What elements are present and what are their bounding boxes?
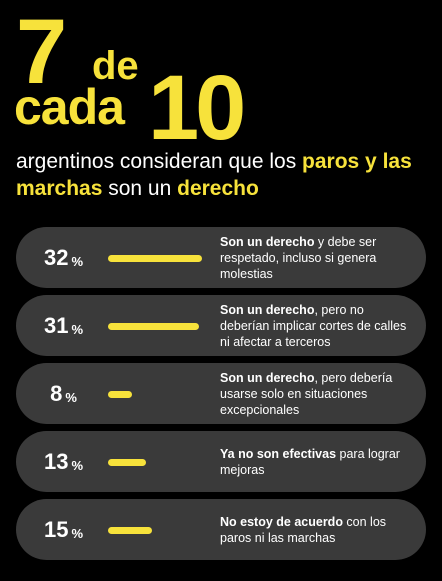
percentage-label: 31% — [16, 295, 111, 356]
subtitle: argentinos consideran que los paros y la… — [16, 148, 436, 202]
description-bold: Ya no son efectivas — [220, 446, 337, 461]
percentage-label: 8% — [16, 363, 111, 424]
result-description: Ya no son efectivas para lograr mejoras — [220, 431, 416, 492]
percent-sign: % — [65, 390, 77, 405]
subtitle-part1: argentinos consideran que los — [16, 150, 303, 173]
description-rest: , pero debería usarse solo en situacione… — [220, 370, 393, 417]
value-bar — [108, 527, 153, 534]
description-bold: No estoy de acuerdo — [220, 514, 343, 529]
result-row: 13% Ya no son efectivas para lograr mejo… — [16, 431, 426, 492]
value-bar — [108, 255, 202, 262]
description-rest: , pero no deberían implicar cortes de ca… — [220, 302, 407, 349]
description-rest: con los paros ni las marchas — [220, 514, 387, 545]
subtitle-part2: son un — [102, 177, 178, 200]
result-row: 8% Son un derecho, pero debería usarse s… — [16, 363, 426, 424]
subtitle-highlight-derecho: derecho — [177, 177, 259, 200]
headline-number-seven: 7 — [16, 1, 67, 103]
percentage-value: 32 — [43, 244, 69, 270]
percentage-label: 13% — [16, 431, 111, 492]
percent-sign: % — [71, 458, 84, 473]
description-bold: Son un derecho — [220, 302, 315, 317]
percentage-value: 15 — [43, 516, 69, 542]
result-description: Son un derecho y debe ser respetado, inc… — [220, 227, 416, 288]
results-chart: 32% Son un derecho y debe ser respetado,… — [16, 227, 426, 567]
percentage-label: 15% — [16, 499, 111, 560]
subtitle-highlight-paros: paros y las marchas — [16, 150, 412, 200]
percent-sign: % — [71, 322, 84, 337]
value-bar — [108, 391, 132, 398]
description-bold: Son un derecho — [220, 234, 315, 249]
description-rest: para lograr mejoras — [220, 446, 400, 477]
percentage-value: 31 — [43, 312, 69, 338]
result-description: Son un derecho, pero no deberían implica… — [220, 295, 416, 356]
headline: 7 de cada 10 — [0, 0, 442, 154]
percentage-value: 8 — [50, 380, 63, 406]
percent-sign: % — [71, 526, 84, 541]
percent-sign: % — [71, 254, 84, 269]
result-row: 32% Son un derecho y debe ser respetado,… — [16, 227, 426, 288]
description-rest: y debe ser respetado, incluso si genera … — [220, 234, 377, 281]
value-bar — [108, 459, 147, 466]
headline-number-ten: 10 — [148, 57, 246, 159]
description-bold: Son un derecho — [220, 370, 315, 385]
value-bar — [108, 323, 200, 330]
headline-word-cada: cada — [14, 79, 125, 135]
result-description: Son un derecho, pero debería usarse solo… — [220, 363, 416, 424]
percentage-value: 13 — [43, 448, 69, 474]
result-row: 31% Son un derecho, pero no deberían imp… — [16, 295, 426, 356]
result-row: 15% No estoy de acuerdo con los paros ni… — [16, 499, 426, 560]
result-description: No estoy de acuerdo con los paros ni las… — [220, 499, 416, 560]
headline-word-de: de — [92, 44, 139, 88]
percentage-label: 32% — [16, 227, 111, 288]
